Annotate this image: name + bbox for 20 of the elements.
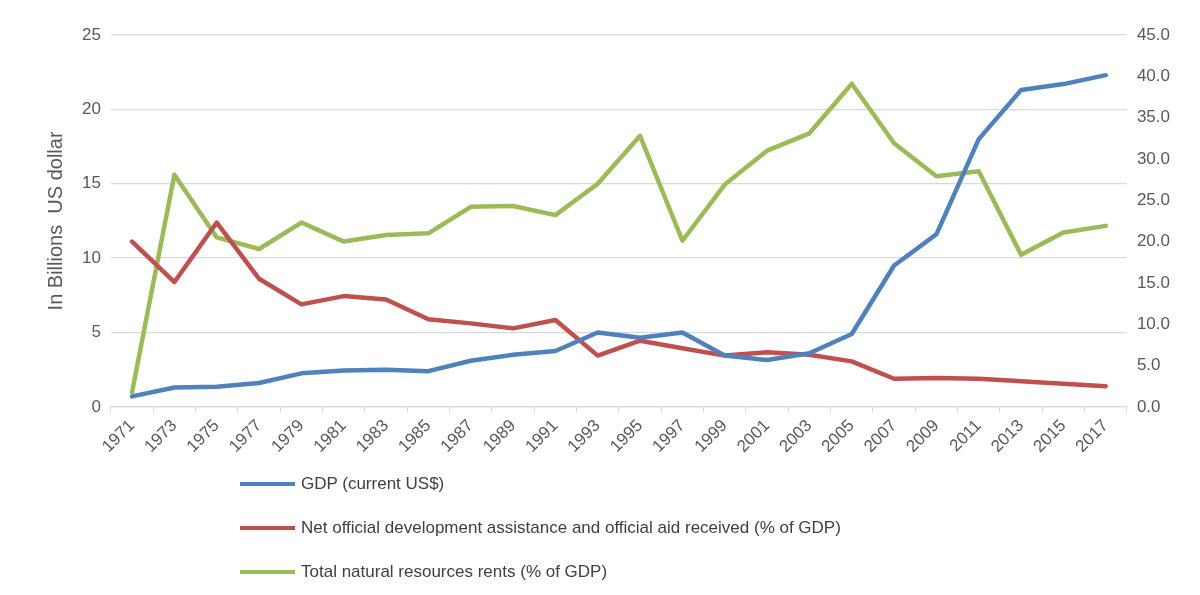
y2-tick-label: 30.0	[1136, 148, 1171, 168]
y2-tick-label: 5.0	[1136, 355, 1161, 375]
y2-tick-label: 10.0	[1136, 313, 1171, 333]
y-tick-label: 20	[81, 99, 101, 119]
y-tick-label: 25	[81, 24, 101, 44]
y-tick-label: 15	[81, 173, 101, 193]
legend-label: GDP (current US$)	[301, 474, 445, 494]
legend-label: Net official development assistance and official aid received (% of GDP)	[301, 518, 841, 538]
y2-tick-label: 0.0	[1136, 396, 1161, 416]
y-tick-label: 10	[81, 247, 101, 267]
legend-label: Total natural resources rents (% of GDP)	[301, 562, 608, 582]
y2-tick-label: 45.0	[1136, 24, 1171, 44]
y2-tick-label: 25.0	[1136, 189, 1171, 209]
y2-tick-label: 40.0	[1136, 66, 1171, 85]
y-axis-title: In Billions US dollar	[43, 131, 66, 311]
y2-tick-label: 20.0	[1136, 231, 1171, 251]
y2-tick-label: 15.0	[1136, 272, 1171, 292]
y-tick-label: 0	[91, 396, 101, 416]
y2-tick-label: 35.0	[1136, 107, 1171, 127]
y-tick-label: 5	[91, 322, 101, 342]
